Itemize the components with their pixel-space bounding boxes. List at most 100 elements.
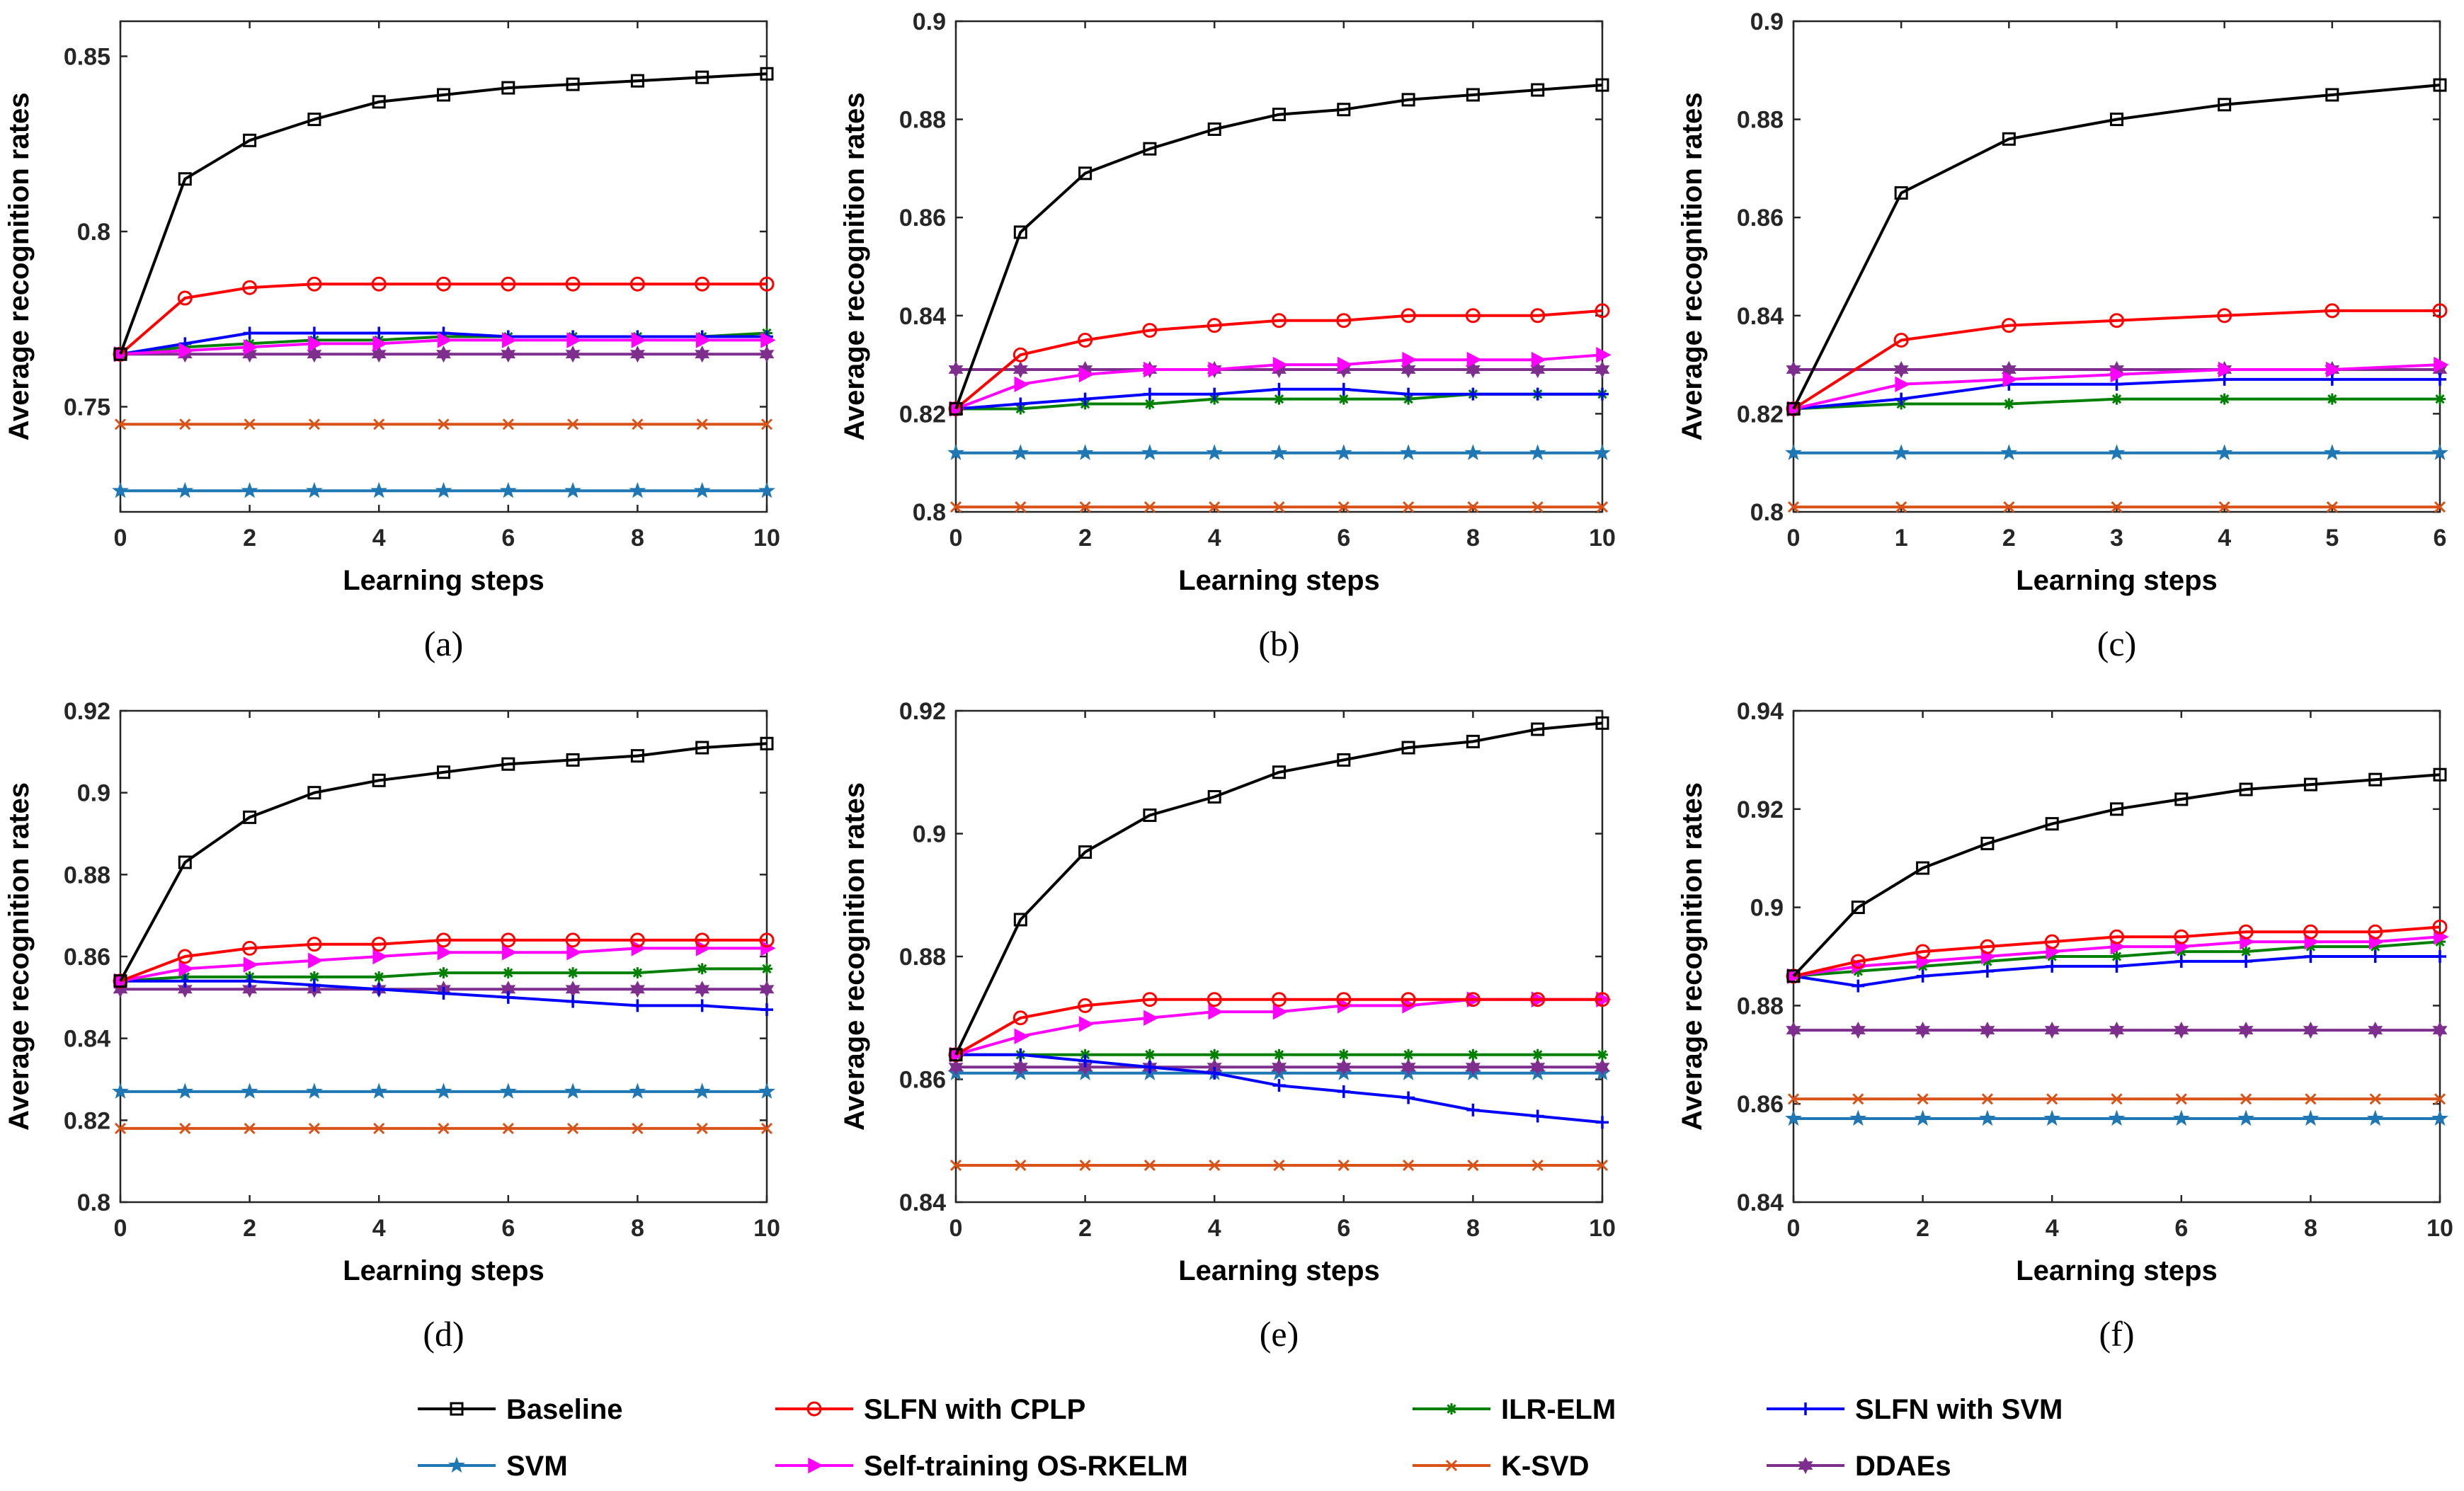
data-point: [2218, 372, 2231, 386]
data-point: [567, 967, 579, 979]
x-tick-label: 0: [114, 525, 127, 552]
data-point: [371, 276, 387, 292]
legend-label: Self-training OS-RKELM: [864, 1451, 1188, 1482]
data-point: [1401, 308, 1416, 324]
data-point: [1530, 360, 1546, 379]
data-point: [567, 1122, 579, 1134]
x-tick-label: 6: [501, 1215, 515, 1242]
data-point: [2238, 924, 2254, 939]
x-tick-label: 0: [114, 1215, 127, 1242]
x-tick-label: 4: [1208, 525, 1221, 552]
data-point: [499, 481, 517, 498]
data-point: [243, 956, 259, 973]
data-point: [373, 1122, 385, 1134]
data-point: [1141, 444, 1158, 460]
data-point: [1078, 392, 1092, 406]
data-point: [1465, 992, 1481, 1007]
data-point: [2303, 1022, 2318, 1039]
data-point: [566, 753, 580, 767]
data-point: [1273, 393, 1285, 405]
x-tick-label: 10: [753, 525, 780, 552]
data-point: [1014, 1048, 1027, 1061]
data-point: [1013, 913, 1027, 927]
chart-panel-a: 0 2 4 6 8 10 0.75 0.8 0.85 Learning steps Average …: [4, 20, 780, 663]
legend-marker: [448, 1456, 465, 1473]
data-point: [1337, 1159, 1350, 1172]
data-point: [1596, 387, 1609, 401]
data-point: [1894, 186, 1908, 200]
data-point: [1465, 360, 1481, 379]
data-point: [760, 736, 774, 750]
data-point: [2174, 929, 2189, 944]
data-point: [2240, 954, 2253, 968]
data-point: [1893, 444, 1910, 460]
data-point: [178, 172, 192, 186]
data-point: [1079, 1159, 1091, 1172]
data-point: [2325, 88, 2339, 102]
panel-caption: (e): [1260, 1314, 1299, 1354]
data-point: [1337, 393, 1350, 405]
data-point: [499, 1082, 517, 1099]
x-tick-label: 4: [1208, 1215, 1221, 1242]
data-point: [1597, 1049, 1608, 1061]
data-point: [1915, 1022, 1931, 1039]
data-point: [1015, 1159, 1027, 1172]
y-tick-label: 0.82: [1737, 401, 1784, 428]
data-point: [1595, 78, 1609, 92]
data-point: [372, 336, 388, 352]
data-point: [1273, 1049, 1285, 1061]
data-point: [1531, 1109, 1544, 1123]
data-point: [1980, 1022, 1995, 1039]
data-point: [1917, 960, 1929, 972]
data-point: [949, 1048, 963, 1062]
y-tick-label: 0.88: [1737, 107, 1784, 134]
legend-marker: [450, 1402, 464, 1416]
data-point: [2109, 929, 2124, 944]
data-point: [1273, 501, 1285, 513]
y-tick-label: 0.88: [899, 107, 946, 134]
data-point: [1466, 88, 1480, 102]
data-point: [696, 963, 708, 975]
data-point: [1787, 501, 1800, 513]
data-point: [1851, 901, 1865, 915]
y-tick-label: 0.84: [1737, 303, 1784, 330]
data-point: [501, 932, 516, 948]
data-point: [2303, 924, 2318, 939]
legend-item: Self-training OS-RKELM: [775, 1451, 1188, 1482]
data-point: [1272, 992, 1287, 1007]
data-point: [179, 1122, 191, 1134]
series-line: [1792, 773, 2441, 978]
data-point: [1143, 387, 1156, 401]
data-point: [760, 940, 776, 956]
series-line: [119, 72, 768, 355]
data-point: [2303, 777, 2317, 792]
series-line: [120, 938, 767, 983]
data-point: [1013, 360, 1028, 379]
data-point: [307, 326, 321, 340]
data-point: [2001, 318, 2017, 333]
y-axis-label: Average recognition rates: [1677, 92, 1708, 440]
legend-marker: [1798, 1456, 1813, 1475]
data-point: [437, 332, 453, 348]
data-point: [1142, 323, 1158, 338]
data-point: [2240, 1093, 2252, 1105]
data-point: [1787, 1093, 1800, 1105]
data-point: [372, 326, 386, 340]
data-point: [114, 1122, 127, 1134]
data-point: [2302, 1109, 2320, 1126]
data-point: [177, 290, 193, 306]
data-point: [1467, 1159, 1479, 1172]
data-point: [243, 974, 256, 988]
data-point: [2218, 393, 2230, 405]
y-tick-label: 0.85: [64, 44, 110, 71]
legend-marker: [1799, 1403, 1812, 1415]
data-point: [176, 1082, 194, 1099]
data-point: [2434, 1093, 2446, 1105]
data-point: [2238, 1022, 2254, 1039]
series-baseline: [1786, 78, 2447, 416]
data-point: [241, 481, 258, 498]
data-point: [1895, 392, 1908, 406]
data-point: [2218, 98, 2232, 112]
data-point: [308, 336, 324, 352]
data-point: [1467, 1049, 1479, 1061]
